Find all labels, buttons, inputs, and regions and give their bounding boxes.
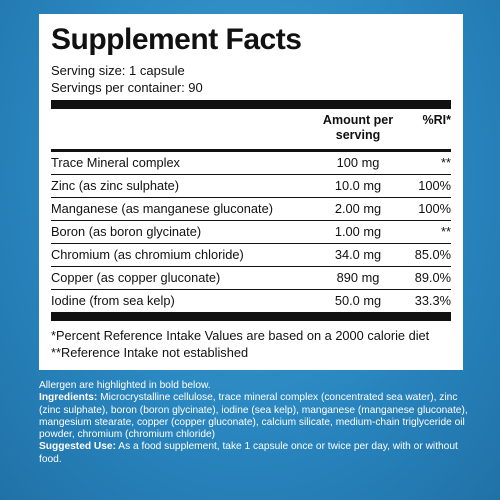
suggested-use-text: As a food supplement, take 1 capsule onc…	[39, 441, 458, 465]
nutrient-name: Manganese (as manganese gluconate)	[51, 201, 273, 216]
nutrient-ri: 85.0%	[414, 247, 451, 262]
table-row: Chromium (as chromium chloride) 34.0 mg …	[51, 244, 451, 267]
nutrient-name: Copper (as copper gluconate)	[51, 270, 221, 285]
facts-title: Supplement Facts	[51, 23, 302, 56]
nutrient-name: Trace Mineral complex	[51, 155, 180, 170]
servings-per-container: Servings per container: 90	[51, 80, 203, 95]
header-ri: %RI*	[422, 113, 451, 127]
table-header: Amount per serving %RI*	[51, 109, 451, 152]
table-row: Zinc (as zinc sulphate) 10.0 mg 100%	[51, 175, 451, 198]
nutrient-amount: 100 mg	[336, 155, 380, 170]
footnote-ri-not-established: **Reference Intake not established	[51, 345, 249, 360]
ingredients-label: Ingredients:	[39, 392, 98, 404]
nutrient-amount: 2.00 mg	[334, 201, 382, 216]
nutrient-amount: 1.00 mg	[334, 224, 382, 239]
nutrient-ri: 100%	[418, 178, 451, 193]
ingredients-text: Microcrystalline cellulose, trace minera…	[39, 392, 468, 441]
table-row: Copper (as copper gluconate) 890 mg 89.0…	[51, 267, 451, 290]
thick-divider-bottom	[51, 312, 451, 321]
nutrient-name: Chromium (as chromium chloride)	[51, 247, 244, 262]
nutrient-ri: 100%	[418, 201, 451, 216]
table-row: Manganese (as manganese gluconate) 2.00 …	[51, 198, 451, 221]
nutrient-ri: 33.3%	[414, 293, 451, 308]
nutrient-name: Iodine (from sea kelp)	[51, 293, 175, 308]
supplement-facts-panel: Supplement Facts Serving size: 1 capsule…	[39, 14, 463, 370]
nutrient-amount: 34.0 mg	[334, 247, 382, 262]
nutrient-name: Zinc (as zinc sulphate)	[51, 178, 180, 193]
nutrient-amount: 50.0 mg	[334, 293, 382, 308]
header-amount-per-serving: Amount per serving	[322, 113, 394, 142]
nutrient-name: Boron (as boron glycinate)	[51, 224, 202, 239]
table-row: Boron (as boron glycinate) 1.00 mg **	[51, 221, 451, 244]
nutrient-amount: 10.0 mg	[334, 178, 382, 193]
ingredients-paragraph: Ingredients: Microcrystalline cellulose,…	[39, 392, 469, 441]
table-row: Trace Mineral complex 100 mg **	[51, 152, 451, 175]
suggested-use-paragraph: Suggested Use: As a food supplement, tak…	[39, 441, 469, 466]
allergen-note: Allergen are highlighted in bold below.	[39, 380, 211, 391]
serving-size: Serving size: 1 capsule	[51, 63, 185, 78]
thick-divider	[51, 100, 451, 109]
suggested-use-label: Suggested Use:	[39, 441, 116, 453]
nutrient-ri: 89.0%	[414, 270, 451, 285]
nutrient-amount: 890 mg	[336, 270, 380, 285]
product-info: Allergen are highlighted in bold below. …	[39, 380, 469, 466]
nutrient-ri: **	[441, 224, 451, 239]
table-row: Iodine (from sea kelp) 50.0 mg 33.3%	[51, 290, 451, 312]
footnote-ri-basis: *Percent Reference Intake Values are bas…	[51, 328, 430, 343]
nutrient-ri: **	[441, 155, 451, 170]
